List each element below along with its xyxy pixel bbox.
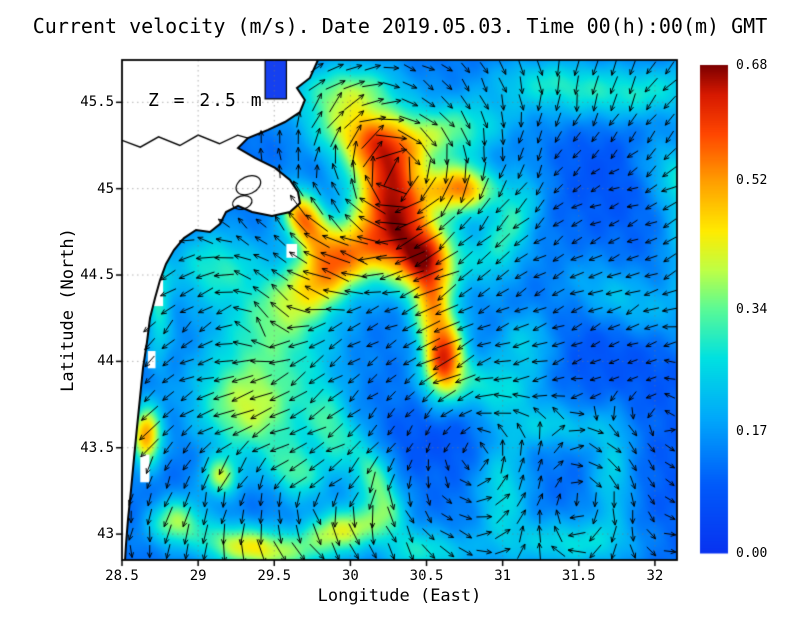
chart-title: Current velocity (m/s). Date 2019.05.03.… [32,14,768,38]
x-tick-label: 31.5 [561,568,596,584]
depth-annotation: Z = 2.5 m [148,90,264,111]
x-tick-label: 30.5 [409,568,444,584]
colorbar-tick-label: 0.00 [736,546,768,561]
y-tick-label: 44 [97,353,114,370]
x-tick-label: 29.5 [257,568,292,584]
y-tick-label: 43 [97,526,114,543]
colorbar-tick-label: 0.17 [736,424,768,439]
x-tick-label: 29 [189,568,207,584]
colorbar-tick-label: 0.34 [736,302,768,317]
y-tick-label: 45.5 [80,94,114,111]
colorbar-tick-label: 0.52 [736,172,768,188]
x-tick-label: 28.5 [105,568,139,584]
x-tick-label: 32 [646,568,664,584]
y-tick-label: 45 [97,180,114,197]
x-tick-label: 30 [341,568,359,584]
colorbar-tick-label: 0.68 [736,58,768,73]
x-tick-label: 31 [494,568,512,584]
y-tick-label: 43.5 [80,439,114,456]
y-tick-label: 44.5 [80,267,114,284]
x-axis-label: Longitude (East) [317,586,482,606]
